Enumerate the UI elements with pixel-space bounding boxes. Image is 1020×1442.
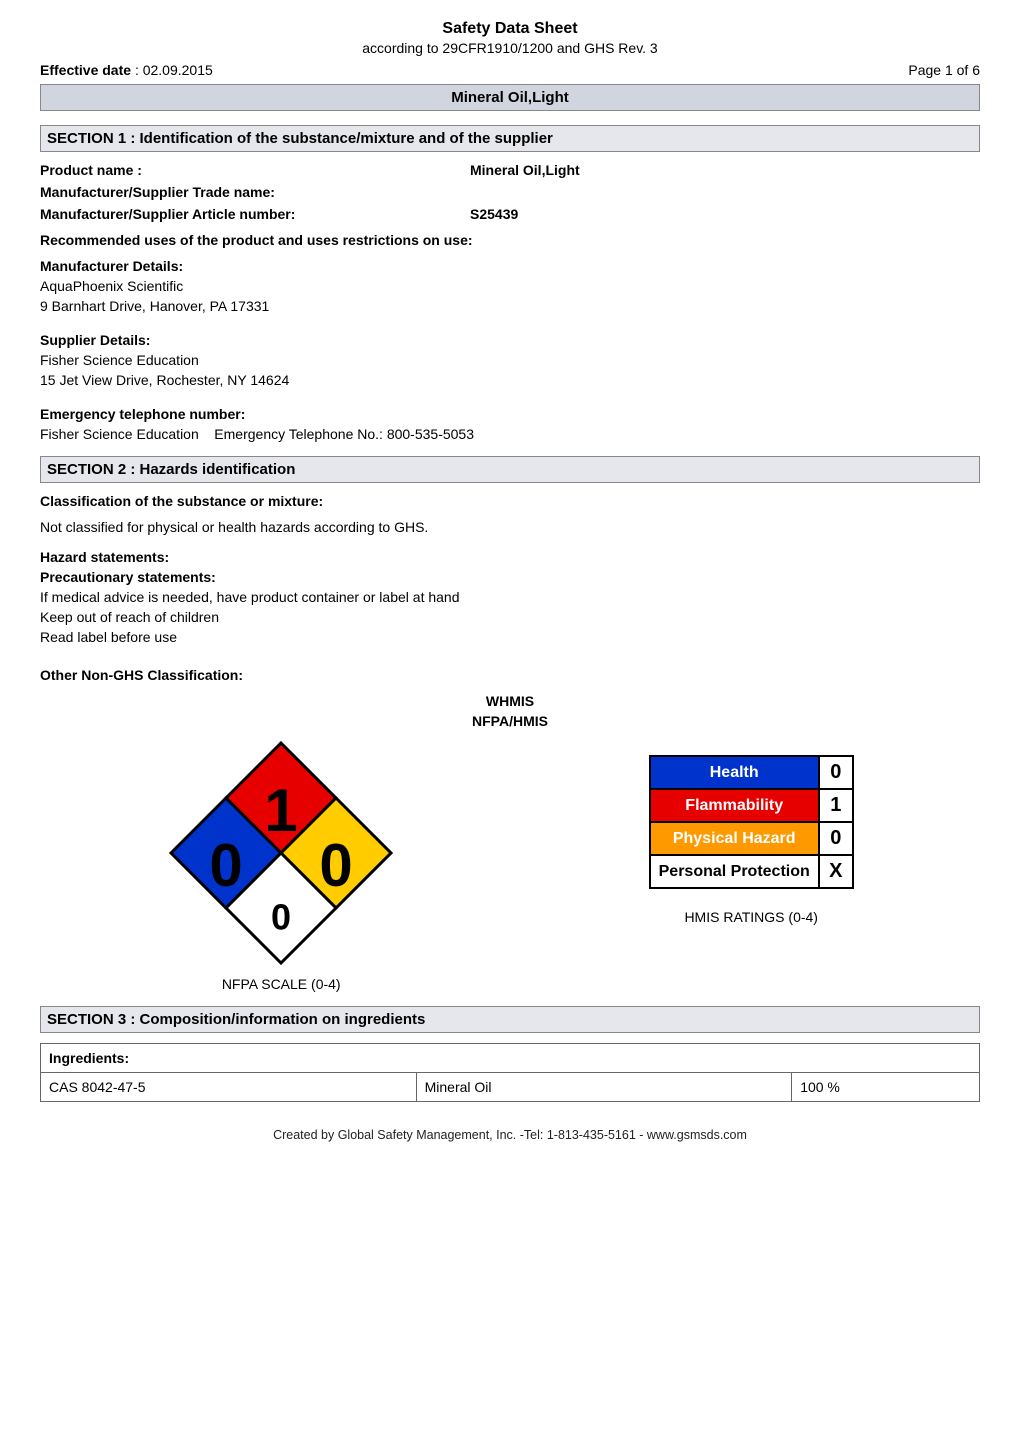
product-name-label: Product name : xyxy=(40,162,470,178)
supplier-details-label: Supplier Details: xyxy=(40,332,980,348)
ingredient-cell: 100 % xyxy=(792,1073,980,1102)
emergency-phone-line: Fisher Science Education Emergency Telep… xyxy=(40,426,980,442)
precautionary-line1: If medical advice is needed, have produc… xyxy=(40,589,980,605)
manufacturer-details-label: Manufacturer Details: xyxy=(40,258,980,274)
hmis-value: X xyxy=(819,855,853,888)
article-number-label: Manufacturer/Supplier Article number: xyxy=(40,206,470,222)
doc-subtitle: according to 29CFR1910/1200 and GHS Rev.… xyxy=(40,40,980,56)
nfpa-diamond: 1 0 0 0 xyxy=(166,737,396,967)
hmis-value: 1 xyxy=(819,789,853,822)
hmis-caption: HMIS RATINGS (0-4) xyxy=(649,909,854,925)
classification-text: Not classified for physical or health ha… xyxy=(40,519,980,535)
hmis-label: Flammability xyxy=(650,789,819,822)
hmis-value: 0 xyxy=(819,822,853,855)
ingredients-table: Ingredients: CAS 8042-47-5Mineral Oil100… xyxy=(40,1043,980,1102)
emergency-phone-label: Emergency telephone number: xyxy=(40,406,980,422)
svg-text:0: 0 xyxy=(320,832,353,899)
nfpa-hmis-label: NFPA/HMIS xyxy=(40,713,980,729)
article-number-value: S25439 xyxy=(470,206,518,222)
whmis-label: WHMIS xyxy=(40,693,980,709)
product-banner: Mineral Oil,Light xyxy=(40,84,980,111)
precautionary-line3: Read label before use xyxy=(40,629,980,645)
precautionary-line2: Keep out of reach of children xyxy=(40,609,980,625)
other-non-ghs-label: Other Non-GHS Classification: xyxy=(40,667,980,683)
ingredient-cell: Mineral Oil xyxy=(416,1073,792,1102)
section-1-heading: SECTION 1 : Identification of the substa… xyxy=(40,125,980,152)
section-3-heading: SECTION 3 : Composition/information on i… xyxy=(40,1006,980,1033)
hmis-table: Health0Flammability1Physical Hazard0Pers… xyxy=(649,755,854,889)
ingredients-label: Ingredients: xyxy=(41,1044,980,1073)
effective-date-sep: : xyxy=(135,62,143,78)
product-name-value: Mineral Oil,Light xyxy=(470,162,580,178)
mfr-trade-name-label: Manufacturer/Supplier Trade name: xyxy=(40,184,470,200)
recommended-uses-label: Recommended uses of the product and uses… xyxy=(40,232,980,248)
nfpa-caption: NFPA SCALE (0-4) xyxy=(166,976,396,992)
precautionary-label: Precautionary statements: xyxy=(40,569,980,585)
hazard-statements-label: Hazard statements: xyxy=(40,549,980,565)
manufacturer-line1: AquaPhoenix Scientific xyxy=(40,278,980,294)
doc-title: Safety Data Sheet xyxy=(40,20,980,38)
svg-text:0: 0 xyxy=(210,832,243,899)
svg-text:1: 1 xyxy=(265,777,298,844)
effective-date-value: 02.09.2015 xyxy=(143,62,213,78)
svg-text:0: 0 xyxy=(271,897,291,938)
ingredient-cell: CAS 8042-47-5 xyxy=(41,1073,417,1102)
page-footer: Created by Global Safety Management, Inc… xyxy=(40,1128,980,1142)
supplier-line1: Fisher Science Education xyxy=(40,352,980,368)
supplier-line2: 15 Jet View Drive, Rochester, NY 14624 xyxy=(40,372,980,388)
effective-date-label: Effective date xyxy=(40,62,131,78)
section-2-heading: SECTION 2 : Hazards identification xyxy=(40,456,980,483)
hmis-value: 0 xyxy=(819,756,853,789)
effective-date: Effective date : 02.09.2015 xyxy=(40,62,213,78)
manufacturer-line2: 9 Barnhart Drive, Hanover, PA 17331 xyxy=(40,298,980,314)
classification-label: Classification of the substance or mixtu… xyxy=(40,493,980,509)
hmis-label: Personal Protection xyxy=(650,855,819,888)
page-label: Page 1 of 6 xyxy=(908,62,980,78)
hmis-label: Health xyxy=(650,756,819,789)
table-row: CAS 8042-47-5Mineral Oil100 % xyxy=(41,1073,980,1102)
hmis-label: Physical Hazard xyxy=(650,822,819,855)
